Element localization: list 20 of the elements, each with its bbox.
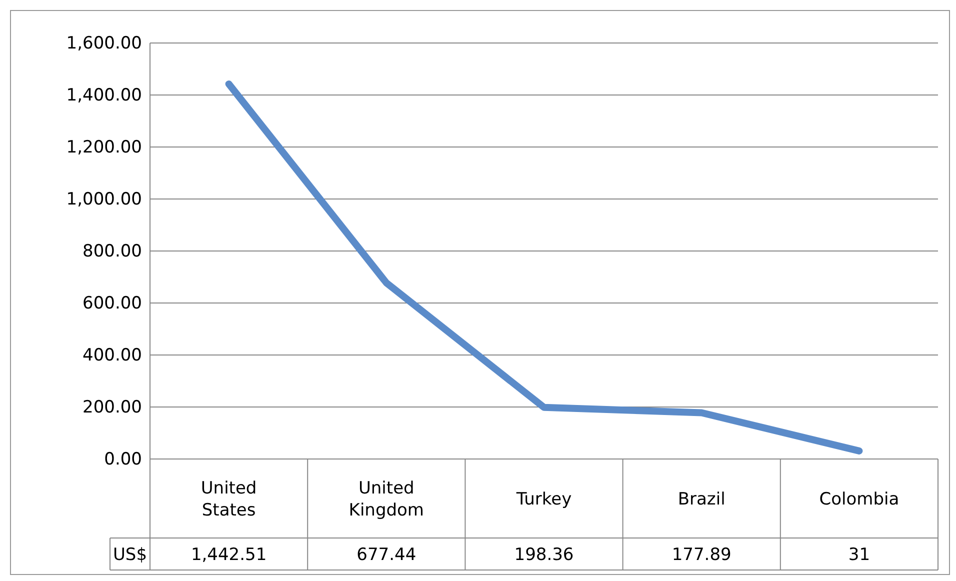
x-tick-label: United States xyxy=(200,478,257,520)
x-tick-label: Brazil xyxy=(678,490,726,510)
y-tick-label: 1,600.00 xyxy=(66,33,142,54)
y-tick-label: 600.00 xyxy=(82,293,142,314)
data-label: 677.44 xyxy=(356,545,416,565)
x-tick-label: United Kingdom xyxy=(348,478,424,520)
x-tick-label: Colombia xyxy=(819,490,900,510)
data-label: 31 xyxy=(848,545,870,565)
text: US$ xyxy=(112,545,148,565)
y-tick-label: 1,400.00 xyxy=(66,85,142,106)
y-tick-label: 1,000.00 xyxy=(66,189,142,210)
y-tick-label: 0.00 xyxy=(104,449,142,470)
data-label: 198.36 xyxy=(514,545,574,565)
data-label: 1,442.51 xyxy=(190,545,267,565)
y-tick-label: 200.00 xyxy=(82,397,142,418)
x-tick-label: Turkey xyxy=(515,490,572,510)
y-tick-label: 800.00 xyxy=(82,241,142,262)
y-tick-label: 400.00 xyxy=(82,345,142,366)
data-label: 177.89 xyxy=(672,545,732,565)
y-tick-label: 1,200.00 xyxy=(66,137,142,158)
